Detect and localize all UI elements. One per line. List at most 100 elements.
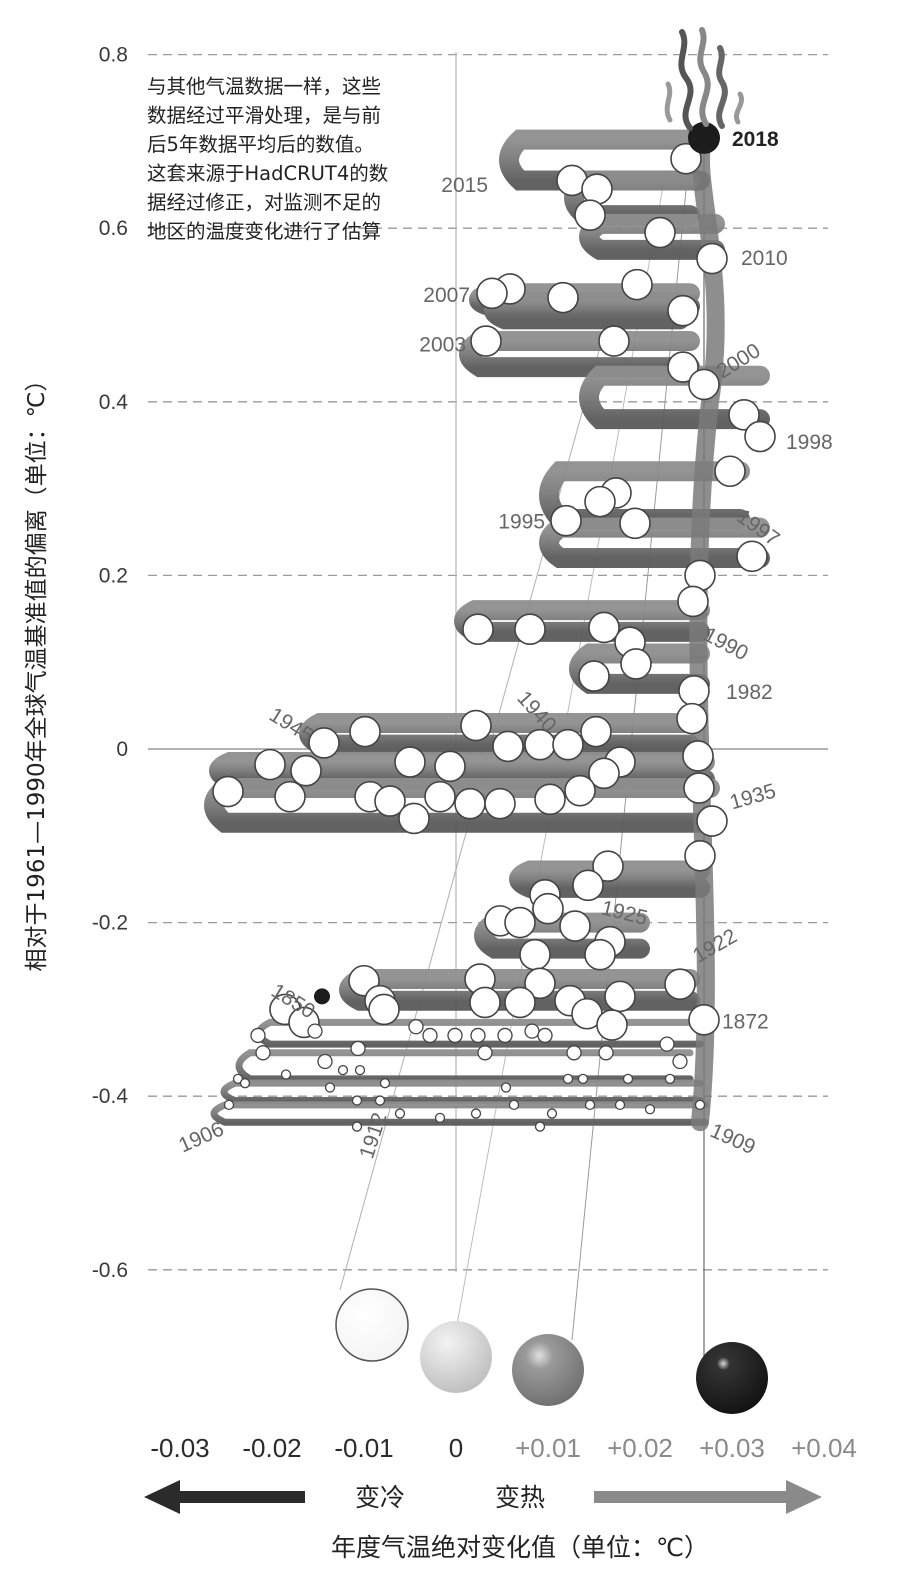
year-dot — [588, 611, 620, 644]
year-dot — [255, 1045, 271, 1061]
year-dot — [659, 1036, 675, 1052]
year-label-1912: 1912 — [355, 1110, 391, 1162]
year-dot — [667, 351, 699, 383]
x-tick-labels: -0.03 -0.02 -0.01 0 +0.01 +0.02 +0.03 +0.04 — [150, 1433, 857, 1463]
x-tick-label: -0.03 — [150, 1433, 209, 1463]
year-dot — [584, 938, 616, 971]
arrow-left-icon — [144, 1480, 305, 1514]
year-dot — [736, 540, 768, 573]
year-dot — [670, 142, 702, 175]
year-label-1909: 1909 — [707, 1119, 759, 1159]
ribbon-loop — [210, 1101, 709, 1126]
year-dot — [497, 1027, 513, 1044]
annotation-note: 与其他气温数据一样，这些数据经过平滑处理，是与前后5年数据平均后的数值。这套来源… — [147, 75, 389, 243]
year-dot — [596, 1009, 628, 1041]
x-axis-label: 年度气温绝对变化值（单位：℃） — [331, 1533, 709, 1562]
year-dot — [592, 850, 624, 882]
ribbon-loop — [499, 129, 710, 191]
year-dot-2018 — [688, 121, 720, 154]
legend-ball — [696, 1342, 768, 1414]
year-dot — [532, 892, 564, 925]
year-dot — [477, 1045, 493, 1061]
year-label-2015: 2015 — [441, 174, 488, 197]
y-tick-labels: 0.8 0.6 0.4 0.2 0 -0.2 -0.4 -0.6 — [92, 44, 129, 1282]
y-tick-label: 0.2 — [99, 564, 128, 587]
x-tick-label: +0.03 — [699, 1433, 765, 1463]
year-dot — [254, 748, 286, 781]
y-axis-label: 相对于1961—1990年全球气温基准值的偏离（单位：℃） — [24, 369, 50, 972]
year-dot — [317, 1053, 333, 1070]
year-dot — [524, 1023, 540, 1039]
year-dot — [547, 281, 579, 314]
x-tick-label: 0 — [449, 1433, 463, 1463]
year-dot — [667, 294, 699, 327]
year-dot — [688, 1004, 720, 1036]
ribbon-loop — [235, 1049, 694, 1083]
year-dot — [744, 420, 776, 453]
y-tick-label: 0.4 — [99, 391, 129, 414]
year-dot — [398, 802, 430, 835]
year-dot — [644, 1104, 656, 1115]
year-dot — [351, 1121, 363, 1132]
cooling-label: 变冷 — [355, 1483, 405, 1512]
y-tick-label: 0.6 — [99, 217, 128, 240]
year-dot — [492, 730, 524, 763]
year-dot — [460, 709, 492, 742]
year-dot — [534, 1121, 546, 1132]
y-tick-label: -0.6 — [92, 1259, 128, 1282]
y-tick-label: -0.2 — [92, 912, 128, 935]
year-dot — [683, 772, 715, 804]
year-dot — [394, 746, 426, 778]
year-dot — [324, 1082, 336, 1093]
year-dot — [572, 869, 604, 902]
legend-ball — [512, 1334, 584, 1406]
year-label-2003: 2003 — [419, 334, 466, 357]
year-dot — [524, 967, 556, 1000]
year-dot — [476, 277, 508, 310]
year-dot — [349, 715, 381, 748]
year-dot — [676, 702, 708, 735]
year-dot — [500, 1082, 512, 1093]
year-dot — [578, 660, 610, 692]
year-dot — [434, 750, 466, 783]
ribbon-loop — [579, 365, 770, 430]
year-dot — [290, 754, 322, 787]
ribbon-loop — [454, 600, 710, 642]
year-label-2018: 2018 — [732, 128, 779, 151]
arrow-right-icon — [594, 1480, 822, 1514]
year-dot — [581, 173, 613, 205]
year-dot — [614, 1099, 626, 1111]
year-label-1872: 1872 — [722, 1011, 769, 1034]
year-dot-1850 — [314, 988, 330, 1005]
year-dot — [368, 993, 400, 1026]
year-dot — [470, 1108, 482, 1119]
x-tick-label: +0.04 — [791, 1433, 857, 1463]
year-dot — [584, 1099, 596, 1111]
year-dot — [514, 613, 546, 646]
year-dot — [580, 715, 612, 748]
year-dot — [374, 785, 406, 817]
year-dot — [550, 504, 582, 537]
year-dot — [584, 485, 616, 518]
legend-ball — [420, 1321, 492, 1393]
year-dot — [408, 1019, 424, 1035]
year-dot — [672, 1053, 688, 1070]
year-dot — [564, 774, 596, 807]
warming-label: 变热 — [495, 1483, 545, 1512]
year-dot — [374, 1095, 386, 1106]
year-dot — [239, 1078, 251, 1089]
year-dot — [546, 1108, 558, 1119]
y-tick-label: 0.8 — [99, 44, 128, 67]
year-dot — [598, 325, 630, 357]
x-tick-label: +0.02 — [607, 1433, 673, 1463]
year-dot — [664, 968, 696, 1001]
year-dot — [470, 325, 502, 357]
ribbon-loop — [484, 291, 690, 330]
year-dot — [454, 787, 486, 820]
year-label-2010: 2010 — [741, 247, 788, 270]
year-dot — [621, 268, 653, 301]
year-label-2007: 2007 — [423, 284, 470, 307]
year-dot — [598, 1045, 614, 1061]
year-dot — [212, 775, 244, 808]
